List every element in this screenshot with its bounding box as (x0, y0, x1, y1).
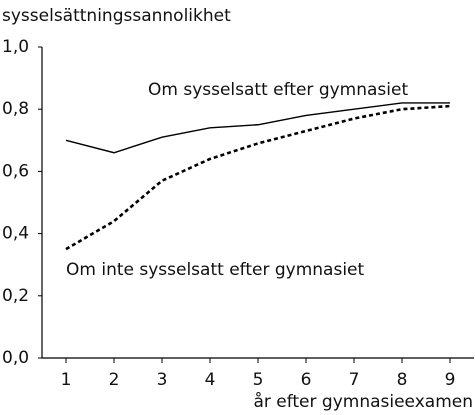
y-tick-label: 0,2 (2, 286, 29, 306)
y-tick-label: 0,6 (2, 161, 29, 181)
y-tick-label: 1,0 (2, 37, 29, 57)
x-tick-label: 4 (205, 370, 216, 390)
y-tick-label: 0,0 (2, 348, 29, 368)
x-tick-label: 1 (61, 370, 72, 390)
y-tick-label: 0,8 (2, 99, 29, 119)
x-tick-label: 5 (253, 370, 264, 390)
y-axis-title: sysselsättningssannolikhet (2, 6, 231, 26)
x-tick-label: 6 (301, 370, 312, 390)
x-tick-label: 8 (397, 370, 408, 390)
x-tick-label: 3 (157, 370, 168, 390)
series-label: Om sysselsatt efter gymnasiet (148, 80, 408, 100)
series-line (65, 104, 451, 251)
series-label: Om inte sysselsatt efter gymnasiet (66, 260, 364, 280)
x-tick-label: 7 (349, 370, 360, 390)
x-tick-label: 9 (445, 370, 456, 390)
x-tick-label: 2 (109, 370, 120, 390)
x-axis-title: år efter gymnasieexamen (253, 391, 473, 412)
y-tick-label: 0,4 (2, 224, 29, 244)
series-line (65, 102, 450, 154)
